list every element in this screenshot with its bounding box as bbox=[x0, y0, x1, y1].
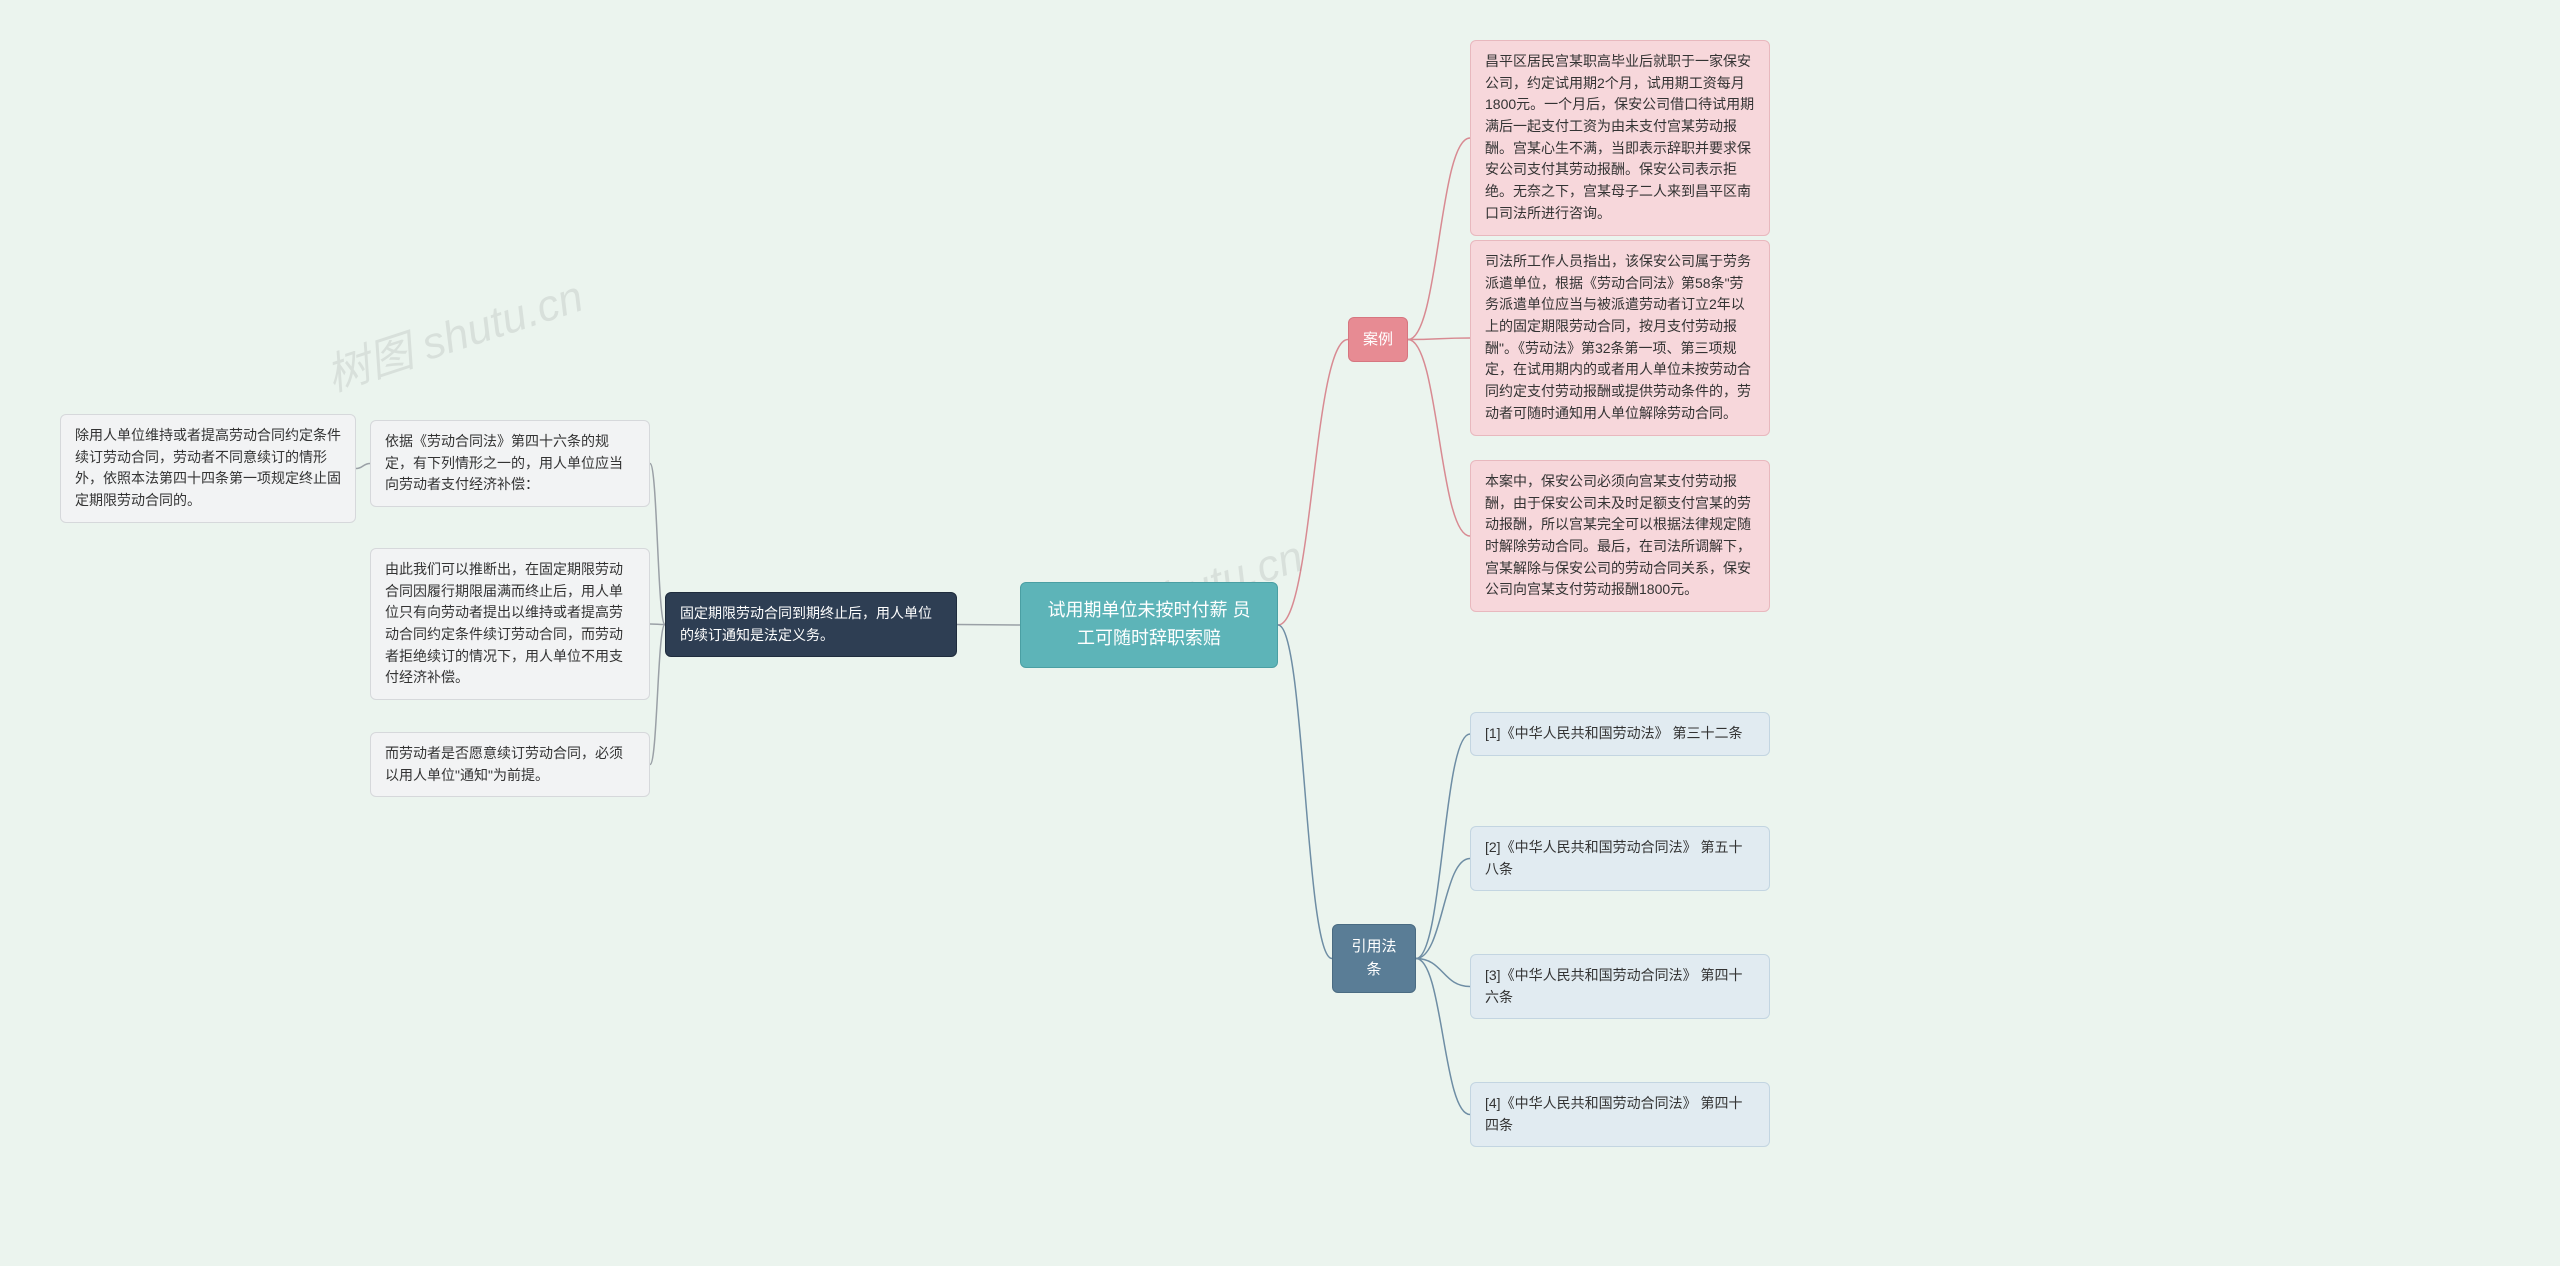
left-main-node[interactable]: 固定期限劳动合同到期终止后，用人单位的续订通知是法定义务。 bbox=[665, 592, 957, 657]
law-node-4[interactable]: [4]《中华人民共和国劳动合同法》 第四十四条 bbox=[1470, 1082, 1770, 1147]
case-node-3[interactable]: 本案中，保安公司必须向宫某支付劳动报酬，由于保安公司未及时足额支付宫某的劳动报酬… bbox=[1470, 460, 1770, 612]
case-node-2[interactable]: 司法所工作人员指出，该保安公司属于劳务派遣单位，根据《劳动合同法》第58条"劳务… bbox=[1470, 240, 1770, 436]
left-node-a1[interactable]: 除用人单位维持或者提高劳动合同约定条件续订劳动合同，劳动者不同意续订的情形外，依… bbox=[60, 414, 356, 523]
left-node-c[interactable]: 而劳动者是否愿意续订劳动合同，必须以用人单位"通知"为前提。 bbox=[370, 732, 650, 797]
center-topic[interactable]: 试用期单位未按时付薪 员工可随时辞职索赔 bbox=[1020, 582, 1278, 668]
law-head[interactable]: 引用法条 bbox=[1332, 924, 1416, 993]
law-node-1[interactable]: [1]《中华人民共和国劳动法》 第三十二条 bbox=[1470, 712, 1770, 756]
left-node-a[interactable]: 依据《劳动合同法》第四十六条的规定，有下列情形之一的，用人单位应当向劳动者支付经… bbox=[370, 420, 650, 507]
law-node-3[interactable]: [3]《中华人民共和国劳动合同法》 第四十六条 bbox=[1470, 954, 1770, 1019]
law-node-2[interactable]: [2]《中华人民共和国劳动合同法》 第五十八条 bbox=[1470, 826, 1770, 891]
watermark-1: 树图 shutu.cn bbox=[317, 260, 590, 403]
case-head[interactable]: 案例 bbox=[1348, 317, 1408, 362]
left-node-b[interactable]: 由此我们可以推断出，在固定期限劳动合同因履行期限届满而终止后，用人单位只有向劳动… bbox=[370, 548, 650, 700]
case-node-1[interactable]: 昌平区居民宫某职高毕业后就职于一家保安公司，约定试用期2个月，试用期工资每月18… bbox=[1470, 40, 1770, 236]
